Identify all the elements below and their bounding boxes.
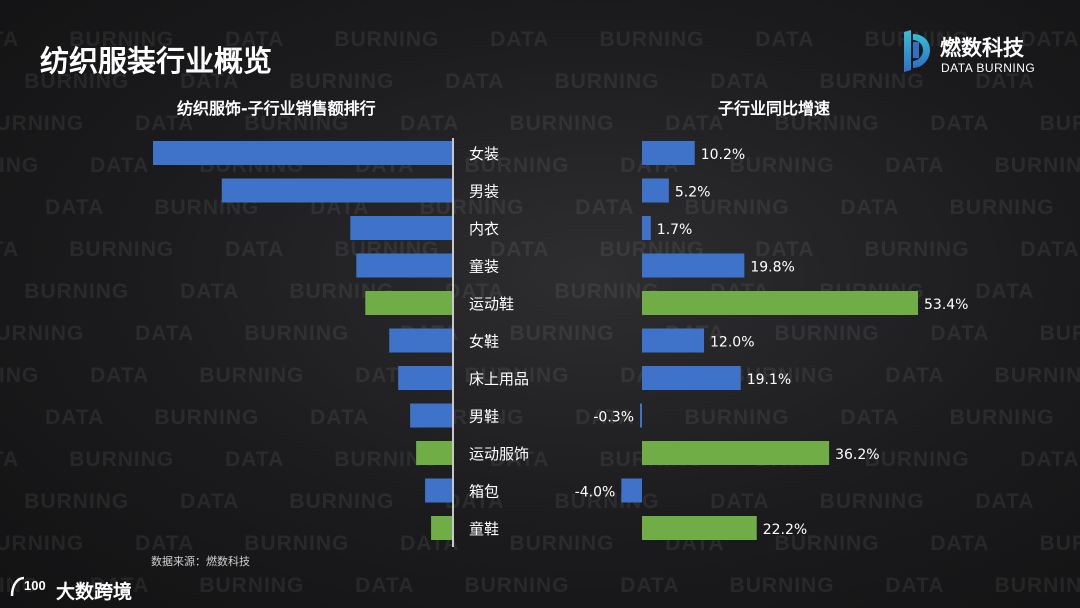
growth-value-label: 22.2%	[763, 522, 807, 538]
growth-bar	[642, 441, 830, 465]
growth-value-label: 19.1%	[747, 372, 791, 388]
category-label: 女装	[469, 145, 499, 163]
category-label: 女鞋	[469, 333, 499, 351]
right-chart-title: 子行业同比增速	[718, 99, 831, 118]
growth-bar	[642, 253, 745, 278]
sales-bar	[431, 516, 452, 540]
category-label: 童装	[469, 258, 499, 276]
brand-name-en: DATA BURNING	[941, 61, 1036, 75]
growth-value-label: 12.0%	[710, 335, 754, 351]
growth-value-label: -4.0%	[575, 485, 616, 501]
growth-bar	[642, 366, 741, 390]
category-label: 运动鞋	[469, 295, 514, 313]
category-label: 男鞋	[469, 408, 499, 426]
growth-value-label: 36.2%	[835, 447, 879, 463]
growth-value-label: 10.2%	[701, 147, 745, 163]
sales-bar	[153, 141, 452, 165]
category-label: 运动服饰	[469, 445, 529, 463]
category-label: 床上用品	[469, 370, 529, 388]
growth-value-label: 1.7%	[657, 222, 693, 238]
bottom-logo-mark: 100	[24, 578, 46, 593]
sales-bar	[356, 253, 452, 278]
brand-logo: 燃数科技 DATA BURNING	[900, 28, 1060, 78]
sales-bar	[410, 403, 452, 428]
growth-bar	[642, 516, 757, 540]
brand-name-cn: 燃数科技	[940, 36, 1024, 60]
growth-value-label: 19.8%	[750, 260, 794, 276]
category-label: 男装	[469, 183, 499, 201]
sales-bar	[221, 178, 452, 203]
sales-bar	[350, 216, 452, 240]
sales-bar	[365, 291, 452, 315]
growth-bar	[642, 178, 669, 203]
bottom-logo: 100 大数跨境	[10, 574, 150, 604]
category-label: 童鞋	[469, 520, 499, 538]
sales-bar	[416, 441, 452, 465]
growth-bar	[642, 328, 705, 353]
growth-bar	[640, 403, 642, 428]
source-note: 数据来源：燃数科技	[151, 555, 250, 568]
bottom-logo-text: 大数跨境	[56, 581, 133, 603]
growth-bar	[642, 291, 918, 315]
category-label: 箱包	[469, 483, 499, 501]
sales-bar	[425, 478, 452, 503]
bottom-logo-icon: 100	[10, 576, 46, 597]
growth-value-label: -0.3%	[593, 410, 634, 426]
category-label: 内衣	[469, 220, 499, 238]
page-title: 纺织服装行业概览	[40, 44, 273, 78]
sales-bar	[389, 328, 452, 353]
growth-bar	[642, 141, 695, 165]
sales-bar	[398, 366, 452, 390]
brand-logo-icon	[904, 30, 930, 72]
growth-bar	[621, 478, 642, 503]
growth-bar	[642, 216, 651, 240]
growth-value-label: 53.4%	[924, 297, 968, 313]
left-chart-title: 纺织服饰-子行业销售额排行	[177, 99, 376, 118]
growth-value-label: 5.2%	[675, 185, 711, 201]
